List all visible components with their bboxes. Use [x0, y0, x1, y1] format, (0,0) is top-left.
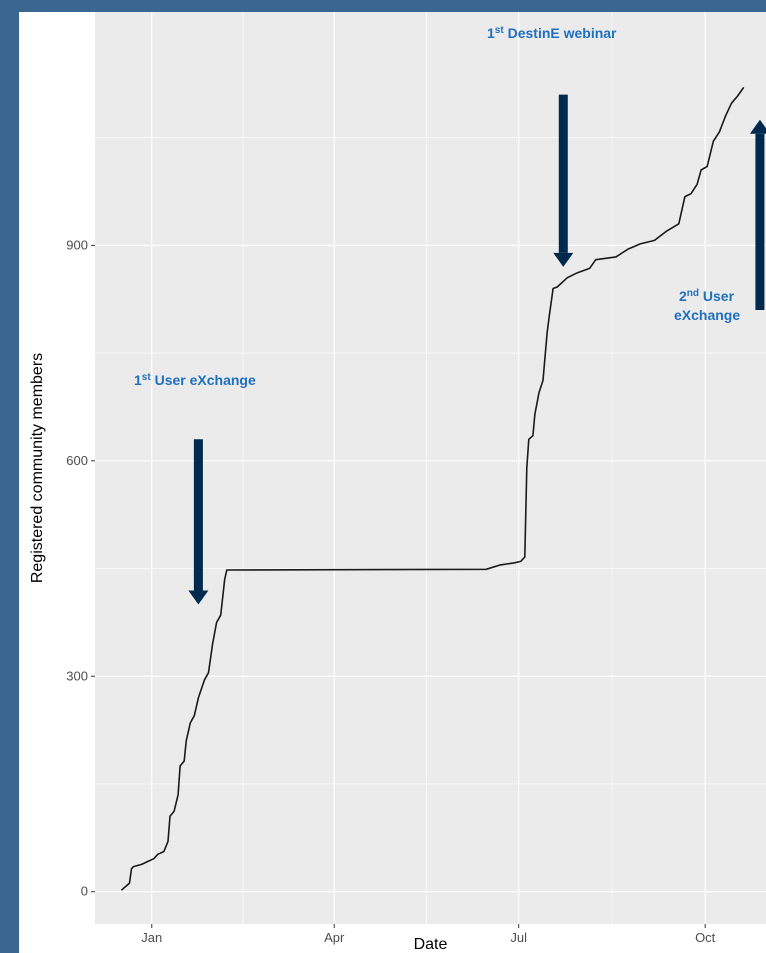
annotation-label: 2nd User eXchange [674, 288, 740, 323]
series-line [120, 86, 745, 891]
x-tick-label: Apr [324, 930, 345, 945]
chart-frame: 0 300 600 900 Jan Apr Jul Oct Date Registered com… [19, 12, 766, 953]
annotation-a3 [749, 119, 766, 311]
line-chart: 0 300 600 900 Jan Apr Jul Oct Date Registered com… [29, 12, 766, 953]
annotation-arrow-head [188, 590, 209, 605]
y-tick-label: 300 [66, 668, 88, 683]
annotation-label: 1st DestinE webinar [487, 25, 617, 41]
x-tick-label: Jul [510, 930, 527, 945]
annotation-label: 1st User eXchange [134, 372, 256, 388]
x-tick-label: Jan [141, 930, 162, 945]
y-tick-label: 0 [81, 884, 88, 899]
y-tick-label: 600 [66, 453, 88, 468]
annotation-arrow-head [749, 119, 766, 134]
x-axis-title: Date [414, 936, 448, 953]
plot-panel [95, 12, 766, 924]
x-tick-label: Oct [695, 930, 716, 945]
annotation-a1 [188, 439, 209, 605]
annotation-a2 [553, 94, 574, 267]
y-axis-title: Registered community members [29, 353, 46, 583]
y-tick-label: 900 [66, 237, 88, 252]
annotation-arrow-head [553, 252, 574, 267]
